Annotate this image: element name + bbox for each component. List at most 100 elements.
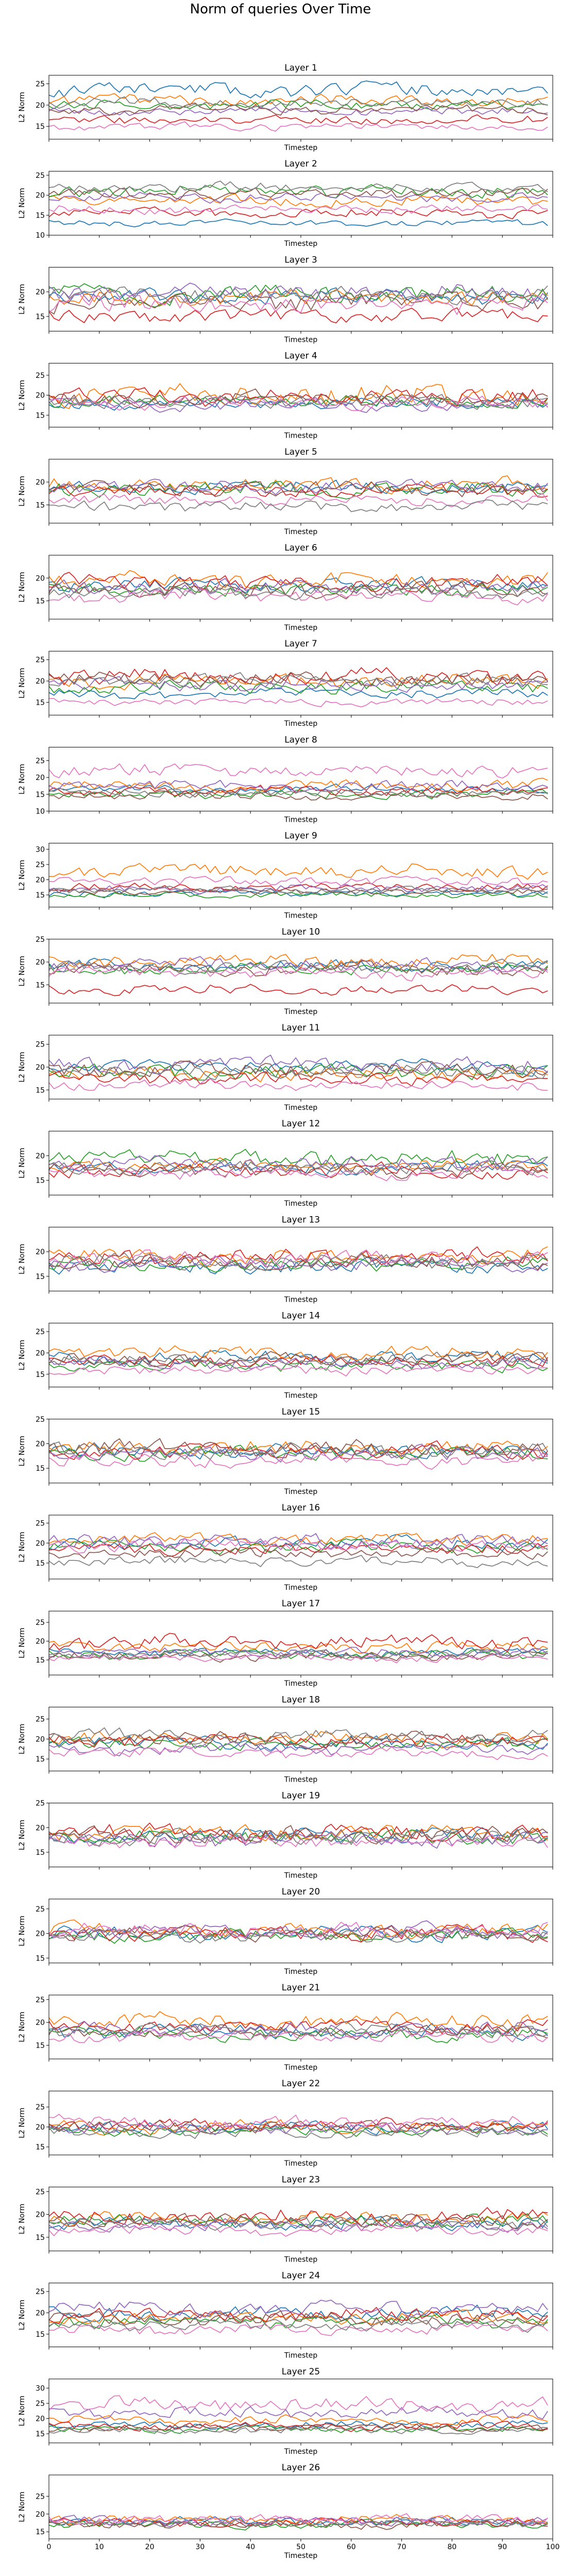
series-line-5 (49, 884, 548, 895)
y-axis-label: L2 Norm (18, 2204, 26, 2234)
y-tick-label: 15 (36, 313, 45, 321)
y-tick-label: 25 (36, 656, 45, 664)
x-axis-label: Timestep (284, 432, 318, 440)
subplot-layer-6: Layer 6 15 20 Timestep L2 Norm (18, 543, 553, 632)
y-tick-label: 25 (36, 372, 45, 380)
series-group (49, 2513, 548, 2531)
subplot-layer-9: Layer 9 15 20 25 30 Timestep L2 Norm (18, 831, 553, 920)
series-line-8 (49, 2216, 548, 2231)
series-line-7 (49, 1538, 548, 1554)
y-tick-label: 20 (36, 677, 45, 686)
y-axis-label: L2 Norm (18, 2396, 26, 2426)
series-line-7 (49, 204, 548, 215)
series-group (49, 1246, 548, 1275)
series-line-4 (49, 1070, 548, 1087)
y-tick-label: 15 (36, 1954, 45, 1963)
series-group (49, 1149, 548, 1182)
y-axis-label: L2 Norm (18, 188, 26, 219)
subplot-layer-17: Layer 17 15 20 25 Timestep L2 Norm (18, 1599, 553, 1688)
series-group (49, 863, 548, 899)
y-tick-label: 15 (36, 411, 45, 420)
series-line-6 (49, 2120, 548, 2134)
subplot-layer-8: Layer 8 10 15 20 25 Timestep L2 Norm (18, 735, 553, 824)
series-line-5 (49, 1647, 548, 1658)
y-axis-label: L2 Norm (18, 1148, 26, 1178)
x-axis-label: Timestep (284, 1295, 318, 1304)
series-line-7 (49, 395, 548, 411)
series-line-4 (49, 1633, 548, 1653)
y-tick-label: 30 (36, 2385, 45, 2393)
y-axis-label: L2 Norm (18, 572, 26, 602)
series-line-3 (49, 1538, 548, 1555)
x-tick-label: 40 (246, 2543, 255, 2551)
plot-frame (48, 1323, 553, 1388)
subplot-layer-26: Layer 26 15 20 25 0 10 20 30 40 50 60 70 80 90 100 Time… (18, 2463, 559, 2560)
series-line-5 (49, 1155, 548, 1172)
series-line-5 (49, 1256, 548, 1273)
series-line-7 (49, 1921, 548, 1941)
series-line-2 (49, 2309, 548, 2325)
subplot-layer-2: Layer 2 10 15 20 25 Timestep L2 Norm (18, 159, 553, 248)
series-line-6 (49, 790, 548, 801)
subplot-layer-1: Layer 1 15 20 25 Timestep L2 Norm (18, 63, 553, 152)
y-tick-label: 25 (36, 1328, 45, 1336)
y-tick-label: 25 (36, 2103, 45, 2112)
subplot-layer-23: Layer 23 15 20 25 Timestep L2 Norm (18, 2174, 553, 2264)
x-tick-label: 30 (195, 2543, 205, 2551)
y-tick-label: 25 (36, 1416, 45, 1424)
y-axis-label: L2 Norm (18, 1628, 26, 1658)
y-tick-label: 25 (36, 1905, 45, 1914)
series-group (49, 2207, 548, 2237)
series-line-6 (49, 2520, 548, 2530)
series-line-5 (49, 578, 548, 596)
y-tick-label: 20 (36, 774, 45, 782)
subplot-title: Layer 18 (282, 1694, 320, 1705)
y-tick-label: 15 (36, 2430, 45, 2438)
x-axis-label: Timestep (284, 912, 318, 920)
series-line-7 (49, 493, 548, 508)
series-line-4 (49, 114, 548, 125)
series-line-5 (49, 2405, 548, 2420)
series-line-7 (49, 2323, 548, 2336)
series-line-3 (49, 99, 548, 110)
series-line-4 (49, 1734, 548, 1750)
x-tick-label: 10 (95, 2543, 104, 2551)
y-tick-label: 25 (36, 1041, 45, 1049)
y-tick-label: 25 (36, 80, 45, 89)
subplot-layer-7: Layer 7 15 20 25 Timestep L2 Norm (18, 639, 553, 728)
y-tick-label: 20 (36, 1638, 45, 1646)
y-tick-label: 20 (36, 2019, 45, 2027)
series-line-6 (49, 2310, 548, 2326)
y-tick-label: 25 (36, 2288, 45, 2296)
series-line-7 (49, 121, 548, 132)
y-tick-label: 25 (36, 2188, 45, 2196)
x-tick-label: 70 (397, 2543, 406, 2551)
x-axis-label: Timestep (284, 2552, 318, 2560)
y-tick-label: 15 (36, 2234, 45, 2242)
series-line-8 (49, 2517, 548, 2528)
series-line-3 (49, 1149, 548, 1166)
plot-frame (48, 843, 553, 908)
x-axis-label: Timestep (284, 1392, 318, 1400)
y-tick-label: 25 (36, 1520, 45, 1528)
series-line-5 (49, 1533, 548, 1550)
series-line-7 (49, 1745, 548, 1760)
series-line-6 (49, 291, 548, 314)
subplot-title: Layer 14 (282, 1311, 320, 1321)
y-tick-label: 15 (36, 1755, 45, 1764)
series-group (49, 1438, 548, 1470)
y-tick-label: 25 (36, 2492, 45, 2501)
subplot-layer-11: Layer 11 15 20 25 Timestep L2 Norm (18, 1023, 553, 1112)
series-line-7 (49, 2513, 548, 2526)
series-line-5 (49, 282, 548, 302)
series-line-5 (49, 2515, 548, 2528)
subplot-layer-10: Layer 10 15 20 25 Timestep L2 Norm (18, 927, 553, 1016)
x-axis-label: Timestep (284, 2159, 318, 2168)
x-tick-label: 50 (296, 2543, 305, 2551)
series-line-7 (49, 1249, 548, 1268)
subplot-layer-24: Layer 24 15 20 25 Timestep L2 Norm (18, 2271, 553, 2360)
series-line-7 (49, 293, 548, 315)
series-line-8 (49, 1351, 548, 1368)
